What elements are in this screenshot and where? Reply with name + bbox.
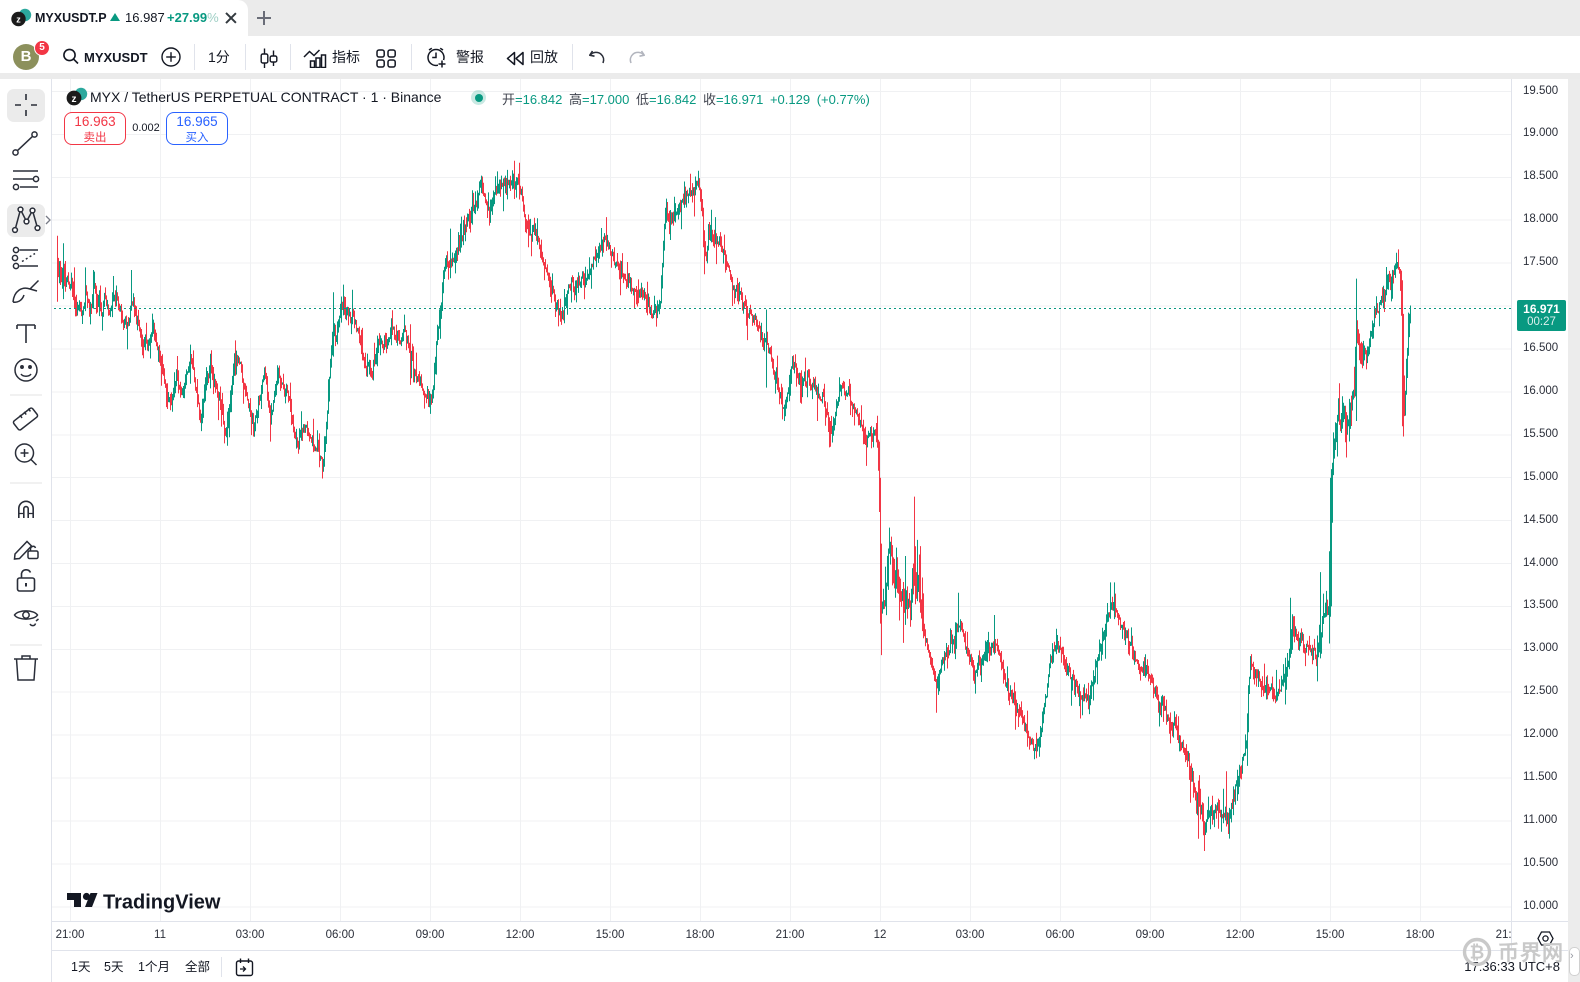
svg-text:币界网: 币界网 — [1498, 942, 1564, 965]
svg-text:TradingView: TradingView — [103, 892, 221, 914]
svg-text:z: z — [16, 15, 21, 25]
svg-text:z: z — [72, 94, 77, 105]
svg-text:₿: ₿ — [1470, 943, 1485, 963]
